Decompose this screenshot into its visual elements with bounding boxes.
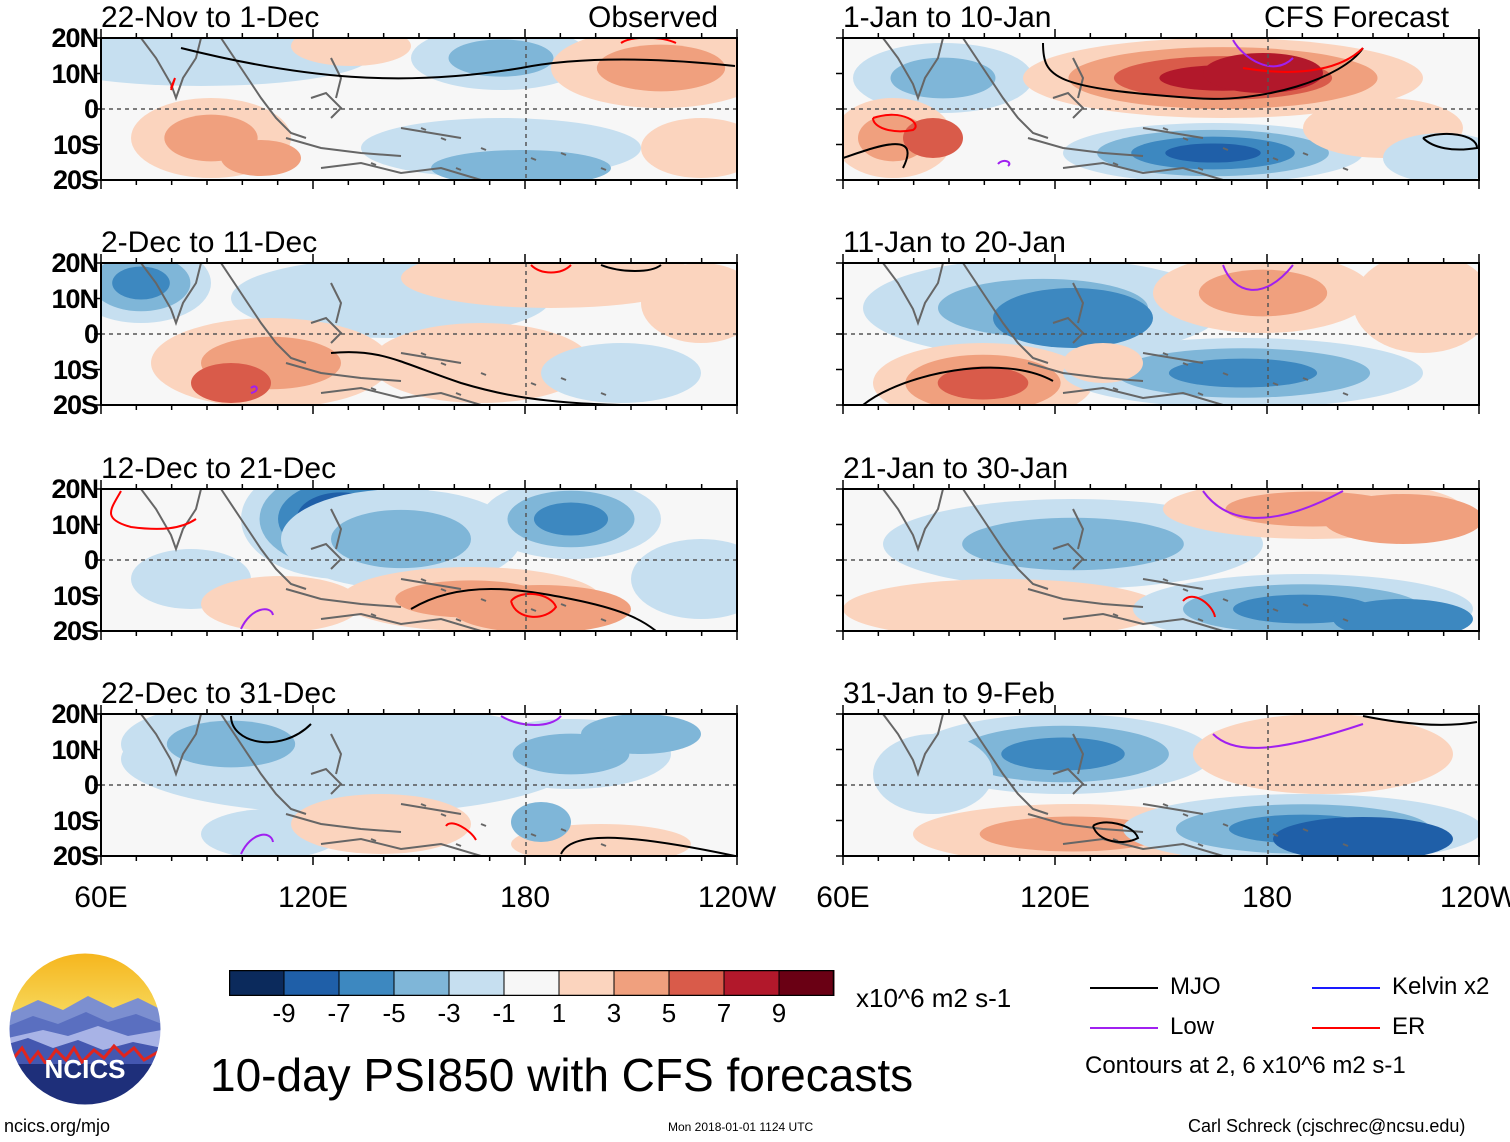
lat-label: 0	[83, 319, 99, 349]
map-panel	[94, 254, 738, 414]
map-panel	[94, 480, 738, 640]
colorbar-swatch	[724, 970, 780, 996]
panel-title: 31-Jan to 9-Feb	[843, 677, 1055, 710]
ncics-logo: NCICS	[8, 952, 162, 1106]
colorbar-swatch	[339, 970, 395, 996]
colorbar-swatch	[449, 970, 505, 996]
colorbar-swatch	[669, 970, 725, 996]
colorbar	[229, 970, 835, 996]
legend-line	[1312, 1027, 1380, 1029]
colorbar-label: 9	[771, 998, 787, 1028]
panel-title: 22-Dec to 31-Dec	[101, 677, 337, 710]
panel-title: 1-Jan to 10-Jan	[843, 1, 1052, 34]
panel-title: 12-Dec to 21-Dec	[101, 452, 337, 485]
colorbar-label: -9	[272, 998, 296, 1028]
legend-note: Contours at 2, 6 x10^6 m2 s-1	[1085, 1052, 1406, 1079]
colorbar-swatch	[559, 970, 615, 996]
legend-label: MJO	[1170, 973, 1221, 1000]
lon-label: 60E	[74, 881, 128, 914]
lat-label: 0	[83, 545, 99, 575]
lon-label: 120W	[697, 881, 777, 914]
panel-title: 2-Dec to 11-Dec	[101, 226, 318, 259]
colorbar-swatch	[504, 970, 560, 996]
map-panel	[836, 29, 1480, 189]
panel-title: 11-Jan to 20-Jan	[843, 226, 1066, 259]
footer-author: Carl Schreck (cjschrec@ncsu.edu)	[1188, 1116, 1466, 1136]
map-panel	[94, 29, 738, 189]
cfs-forecast-header: CFS Forecast	[1264, 1, 1450, 34]
lat-label: 20N	[51, 474, 99, 504]
lat-label: 20S	[52, 165, 99, 195]
lat-label: 20S	[52, 616, 99, 646]
colorbar-label: 1	[551, 998, 567, 1028]
lat-label: 20N	[51, 248, 99, 278]
figure-title: 10-day PSI850 with CFS forecasts	[210, 1049, 914, 1101]
legend-line	[1312, 987, 1380, 989]
logo-text: NCICS	[45, 1054, 126, 1084]
lat-label: 20S	[52, 841, 99, 871]
colorbar-label: 3	[606, 998, 622, 1028]
colorbar-label: -1	[492, 998, 516, 1028]
observed-header: Observed	[588, 1, 719, 34]
legend-line	[1090, 987, 1158, 989]
map-panel	[836, 705, 1480, 865]
legend-line	[1090, 1027, 1158, 1029]
colorbar-label: 7	[716, 998, 732, 1028]
colorbar-label: -3	[437, 998, 461, 1028]
lat-label: 20N	[51, 699, 99, 729]
panel-title: 21-Jan to 30-Jan	[843, 452, 1069, 485]
legend-label: Kelvin x2	[1392, 973, 1490, 1000]
colorbar-label: 5	[661, 998, 677, 1028]
lat-label: 10N	[51, 283, 99, 314]
colorbar-label: -7	[327, 998, 351, 1028]
lat-label: 0	[83, 770, 99, 800]
lat-label: 10S	[52, 805, 99, 836]
lat-label: 10N	[51, 734, 99, 765]
lat-label: 10S	[52, 354, 99, 385]
lat-label: 0	[83, 94, 99, 124]
colorbar-swatch	[229, 970, 285, 996]
lat-label: 10N	[51, 58, 99, 89]
footer-timestamp: Mon 2018-01-01 1124 UTC	[668, 1120, 814, 1134]
lat-label: 20S	[52, 390, 99, 420]
legend-label: ER	[1392, 1013, 1426, 1040]
map-panel	[836, 480, 1480, 640]
lat-label: 10S	[52, 580, 99, 611]
lon-label: 120E	[277, 881, 349, 914]
lon-label: 180	[1241, 881, 1293, 914]
lon-label: 120E	[1019, 881, 1091, 914]
panel-title: 22-Nov to 1-Dec	[101, 1, 320, 34]
colorbar-swatch	[394, 970, 450, 996]
colorbar-swatch	[284, 970, 340, 996]
lat-label: 10S	[52, 129, 99, 160]
colorbar-label: -5	[382, 998, 406, 1028]
lon-label: 120W	[1439, 881, 1510, 914]
lat-label: 20N	[51, 23, 99, 53]
lon-label: 60E	[816, 881, 870, 914]
map-panel	[836, 254, 1480, 414]
lon-label: 180	[499, 881, 551, 914]
lat-label: 10N	[51, 509, 99, 540]
colorbar-units: x10^6 m2 s-1	[856, 983, 1012, 1013]
footer-url[interactable]: ncics.org/mjo	[4, 1116, 111, 1136]
map-panel	[94, 705, 738, 865]
colorbar-swatch	[779, 970, 835, 996]
legend-label: Low	[1170, 1013, 1215, 1040]
colorbar-swatch	[614, 970, 670, 996]
